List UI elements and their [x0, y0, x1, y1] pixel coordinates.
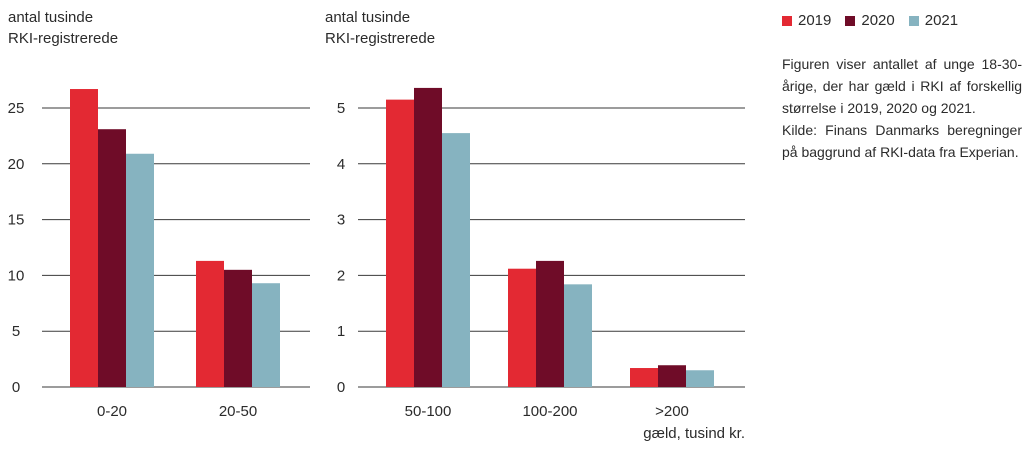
right-y-axis-title-line1: antal tusinde [325, 9, 411, 26]
left-bar-0-20-2021 [126, 153, 154, 387]
left-y-tick-label-10: 10 [8, 267, 25, 284]
right-y-tick-label-2: 2 [337, 267, 345, 284]
figure-description: Figuren viser antallet af unge 18-30-åri… [782, 56, 1022, 116]
left-y-tick-label-0: 0 [12, 379, 20, 396]
right-y-axis-title: antal tusinde RKI-registrerede [325, 7, 435, 49]
right-y-tick-label-5: 5 [337, 100, 345, 117]
legend-item-2019: 2019 [782, 12, 831, 29]
legend-label-2020: 2020 [861, 12, 895, 29]
legend-item-2021: 2021 [908, 12, 959, 29]
left-y-tick-label-25: 25 [8, 100, 25, 117]
legend-swatch-2021 [908, 15, 919, 26]
left-bar-20-50-2021 [252, 283, 280, 387]
left-bar-0-20-2019 [70, 89, 98, 387]
right-y-tick-label-1: 1 [337, 323, 345, 340]
left-y-axis-title-line1: antal tusinde [8, 9, 94, 26]
left-x-tick-label-0-20: 0-20 [97, 403, 127, 420]
legend-swatch-2019 [782, 15, 792, 26]
right-y-tick-label-0: 0 [337, 379, 345, 396]
left-y-tick-label-20: 20 [8, 156, 25, 173]
left-bar-0-20-2020 [98, 129, 126, 388]
right-bar-100-200-2019 [508, 268, 536, 387]
right-x-axis-title: gæld, tusind kr. [643, 425, 745, 442]
right-x-tick-label->200: >200 [655, 403, 689, 420]
left-y-tick-label-15: 15 [8, 212, 25, 229]
chart-right: 0 1 2 3 4 5 50-100 100-200 >200 gæld, tusind kr. [337, 87, 745, 442]
right-y-tick-label-4: 4 [337, 156, 345, 173]
legend-swatch-2020 [845, 15, 856, 26]
right-x-tick-label-50-100: 50-100 [405, 403, 452, 420]
right-bar->200-2021 [686, 370, 714, 387]
right-x-tick-label-100-200: 100-200 [522, 403, 577, 420]
right-bar-50-100-2019 [386, 99, 414, 387]
right-bar->200-2020 [658, 365, 686, 387]
legend-label-2019: 2019 [798, 12, 832, 29]
left-x-tick-label-20-50: 20-50 [219, 403, 257, 420]
right-bar-50-100-2020 [414, 87, 442, 388]
figure-note: Figuren viser antallet af unge 18-30-åri… [782, 53, 1022, 163]
right-bar-100-200-2020 [536, 260, 564, 387]
right-bar-100-200-2021 [564, 284, 592, 387]
left-bar-20-50-2020 [224, 269, 252, 387]
left-y-axis-title: antal tusinde RKI-registrerede [8, 7, 118, 49]
legend-item-2020: 2020 [845, 12, 895, 29]
chart-left: 0 5 10 15 20 25 0-20 20-50 [8, 89, 310, 420]
left-y-tick-label-5: 5 [12, 323, 20, 340]
figure-source: Kilde: Finans Danmarks beregninger på ba… [782, 122, 1022, 160]
right-y-axis-title-line2: RKI-registrerede [325, 30, 436, 47]
left-bar-20-50-2019 [196, 260, 224, 387]
legend: 2019 2020 2021 [782, 12, 958, 29]
right-bar->200-2019 [630, 368, 658, 387]
left-y-axis-title-line2: RKI-registrerede [8, 30, 119, 47]
right-y-tick-label-3: 3 [337, 212, 345, 229]
right-bar-50-100-2021 [442, 133, 470, 387]
legend-label-2021: 2021 [924, 12, 959, 29]
